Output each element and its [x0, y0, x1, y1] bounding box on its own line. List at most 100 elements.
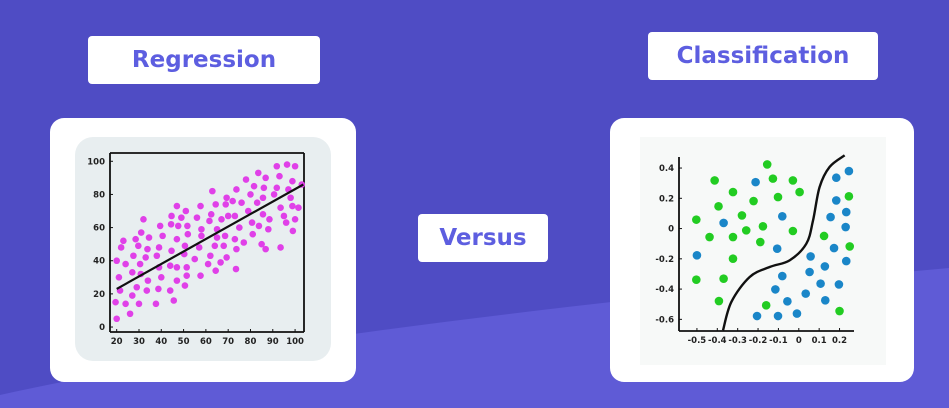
data-point: [231, 212, 239, 220]
data-point: [152, 300, 160, 308]
data-point: [291, 215, 299, 223]
data-point: [173, 277, 181, 284]
classification-plot-background: [640, 137, 886, 365]
data-point: [183, 264, 191, 271]
data-point: [255, 222, 263, 230]
data-point: [143, 287, 151, 294]
data-point: [233, 186, 240, 193]
y-tick-label: 60: [93, 224, 105, 234]
blue-point: [805, 267, 814, 277]
versus-label: Versus: [418, 214, 548, 262]
green-point: [761, 300, 771, 310]
data-point: [295, 204, 302, 211]
data-point: [170, 297, 178, 304]
data-point: [184, 230, 192, 238]
blue-point: [841, 222, 850, 232]
blue-point: [692, 251, 702, 260]
data-point: [259, 211, 267, 218]
green-point: [714, 296, 724, 306]
blue-point: [834, 280, 844, 289]
green-point: [749, 196, 758, 206]
blue-point: [829, 243, 839, 253]
x-tick-label: 30: [133, 337, 145, 347]
regression-card: [50, 118, 356, 382]
blue-point: [806, 252, 815, 261]
regression-chart: 20 30 40 50 60 70 80 90 100 0 20 40 60 80 100: [87, 152, 306, 347]
data-point: [289, 202, 296, 210]
blue-point: [792, 309, 802, 318]
green-point: [705, 232, 714, 242]
data-point: [135, 242, 142, 250]
blue-point: [820, 262, 830, 271]
data-point: [211, 242, 219, 250]
blue-point: [771, 285, 780, 294]
blue-point: [826, 212, 835, 222]
data-point: [159, 232, 166, 240]
y-tick-label: 80: [93, 190, 105, 200]
green-point: [768, 174, 778, 183]
data-point: [181, 282, 189, 289]
data-point: [282, 219, 290, 226]
data-point: [142, 254, 149, 261]
data-point: [206, 217, 213, 225]
x-tick-label: 40: [155, 337, 167, 347]
data-point: [198, 225, 205, 233]
blue-point: [752, 311, 762, 321]
data-point: [155, 244, 163, 251]
x-tick-label: 0.1: [812, 336, 827, 346]
data-point: [236, 224, 243, 231]
data-point: [248, 219, 256, 226]
green-point: [692, 275, 701, 285]
data-point: [283, 161, 291, 168]
green-point: [719, 274, 728, 283]
y-tick-label: 0.2: [659, 194, 674, 204]
data-point: [155, 285, 162, 293]
data-point: [260, 184, 268, 192]
data-point: [115, 274, 123, 281]
data-point: [220, 242, 228, 250]
data-point: [273, 184, 281, 192]
x-tick-label: -0.3: [728, 336, 747, 346]
data-point: [280, 212, 288, 220]
y-tick-label: 20: [93, 290, 105, 300]
data-point: [145, 234, 153, 241]
data-point: [128, 269, 136, 276]
data-point: [240, 239, 248, 246]
data-point: [174, 222, 182, 230]
data-point: [221, 232, 229, 240]
data-point: [212, 267, 219, 274]
x-tick-label: 90: [267, 337, 279, 347]
data-point: [231, 235, 239, 243]
classification-card: [610, 118, 914, 382]
classification-chart: -0.5 -0.4 -0.3 -0.2 -0.1 0 0.1 0.20.40.20-0.2-0…: [655, 154, 855, 346]
data-point: [157, 274, 165, 281]
data-point: [209, 187, 216, 195]
data-point: [197, 272, 204, 279]
data-point: [112, 298, 119, 306]
x-tick-label: 0.2: [832, 336, 847, 346]
data-point: [168, 212, 175, 220]
blue-point: [844, 166, 854, 176]
data-point: [217, 259, 224, 266]
blue-point: [816, 279, 825, 288]
data-point: [191, 255, 199, 263]
green-point: [741, 226, 751, 235]
data-point: [218, 215, 225, 223]
x-tick-label: 80: [245, 337, 257, 347]
green-point: [714, 202, 723, 211]
data-point: [291, 162, 299, 170]
data-point: [270, 191, 278, 198]
x-tick-label: 50: [178, 337, 190, 347]
blue-point: [772, 244, 782, 253]
x-tick-label: 0: [796, 336, 802, 346]
data-point: [166, 287, 174, 294]
data-point: [135, 300, 143, 308]
classification-label: Classification: [648, 32, 878, 80]
green-point: [844, 192, 854, 201]
y-tick-label: 40: [93, 257, 105, 267]
green-point: [773, 192, 783, 202]
green-point: [728, 187, 738, 197]
data-point: [122, 300, 129, 308]
blue-point: [831, 173, 841, 183]
